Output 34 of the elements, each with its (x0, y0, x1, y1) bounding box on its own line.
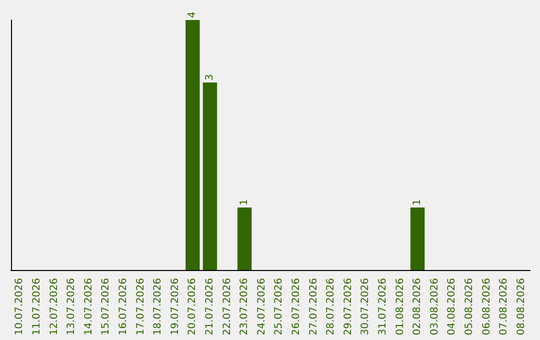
data-label: 1 (412, 199, 424, 206)
x-tick-label: 07.08.2026 (498, 278, 510, 336)
x-tick-label: 18.07.2026 (152, 278, 164, 336)
x-tick-label: 26.07.2026 (290, 278, 302, 336)
x-tick-label: 13.07.2026 (66, 278, 78, 336)
x-tick-label: 21.07.2026 (204, 278, 216, 336)
x-tick-label: 27.07.2026 (308, 278, 320, 336)
x-tick-label: 30.07.2026 (360, 278, 372, 336)
x-tick-label: 16.07.2026 (118, 278, 129, 336)
x-tick-label: 01.08.2026 (394, 278, 406, 336)
x-tick-label: 14.07.2026 (83, 278, 94, 336)
x-tick-label: 02.08.2026 (412, 278, 424, 336)
data-label: 4 (187, 12, 198, 18)
x-tick-label: 25.07.2026 (274, 278, 285, 336)
x-tick-label: 12.07.2026 (48, 278, 60, 336)
x-tick-label: 28.07.2026 (326, 278, 337, 336)
x-tick-label: 06.08.2026 (481, 278, 492, 336)
x-tick-label: 08.08.2026 (516, 278, 527, 336)
x-tick-label: 19.07.2026 (170, 278, 181, 336)
x-tick-label: 11.07.2026 (31, 278, 42, 336)
x-tick-label: 29.07.2026 (342, 278, 354, 336)
x-tick-label: 17.07.2026 (135, 278, 146, 336)
x-tick-label: 20.07.2026 (187, 278, 198, 336)
data-label: 1 (239, 199, 250, 206)
x-tick-label: 23.07.2026 (239, 278, 250, 336)
x-tick-label: 04.08.2026 (446, 278, 458, 336)
x-tick-label: 10.07.2026 (14, 278, 26, 336)
x-tick-label: 03.08.2026 (429, 278, 440, 336)
x-tick-label: 24.07.2026 (256, 278, 268, 336)
x-tick-label: 22.07.2026 (222, 278, 233, 336)
x-tick-label: 05.08.2026 (464, 278, 475, 336)
data-label: 3 (204, 74, 216, 80)
x-tick-label: 31.07.2026 (377, 278, 388, 336)
x-tick-label: 15.07.2026 (100, 278, 112, 336)
